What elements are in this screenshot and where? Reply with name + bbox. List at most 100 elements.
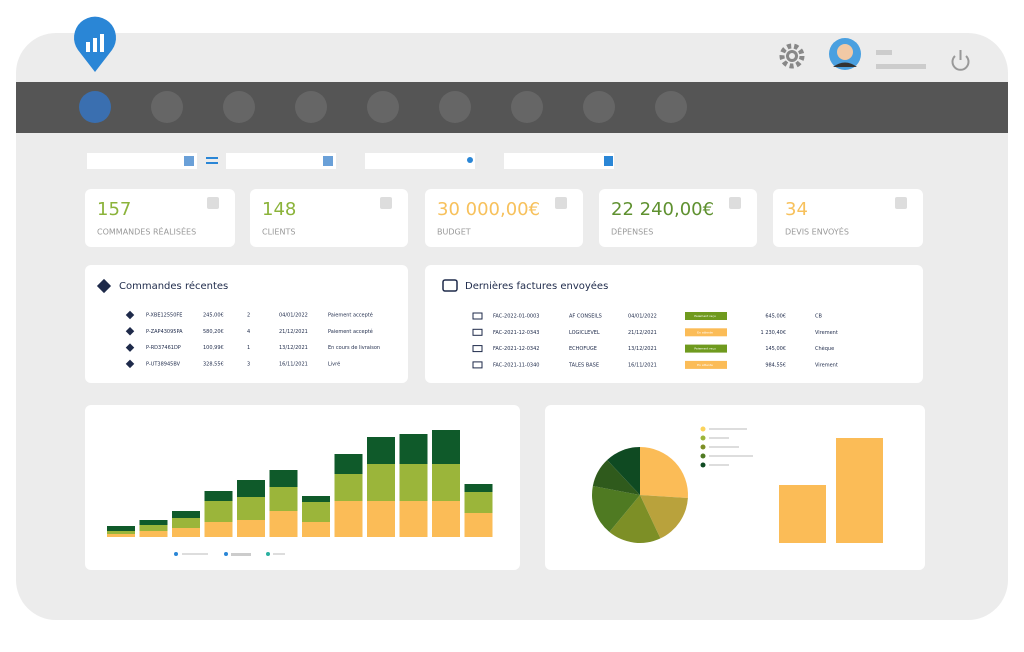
- pie-slice: [609, 495, 661, 543]
- cell: TALES BASE: [568, 362, 599, 368]
- bar-segment: [139, 531, 168, 537]
- side-bar: [836, 438, 883, 543]
- bar-segment: [367, 501, 395, 537]
- cell: 21/12/2021: [279, 329, 308, 335]
- card-icon: [442, 279, 458, 292]
- user-line: [876, 50, 892, 55]
- kpi-value: 30 000,00€: [437, 199, 540, 220]
- cell: 04/01/2022: [279, 313, 308, 319]
- nav-item[interactable]: [79, 91, 111, 123]
- pie-slice: [640, 495, 688, 539]
- cell: 245,00€: [203, 313, 224, 319]
- cell: Livré: [328, 360, 340, 367]
- cell: 13/12/2021: [279, 345, 308, 351]
- cell: P-UT38945BV: [146, 361, 181, 367]
- cell: 4: [247, 329, 250, 335]
- kpi-card: [85, 189, 235, 247]
- status-badge: [685, 312, 727, 320]
- row-icon: [472, 312, 483, 320]
- cell: FAC-2022-01-0003: [493, 314, 539, 320]
- status-badge: [685, 328, 727, 337]
- row-icon: [125, 343, 135, 352]
- bar-segment: [464, 492, 493, 513]
- kpi-card: [773, 189, 923, 247]
- kpi-label: DÉPENSES: [611, 226, 653, 237]
- bar-segment: [399, 434, 428, 464]
- orders-title: Commandes récentes: [119, 280, 228, 292]
- bar-segment: [432, 464, 460, 501]
- nav-item[interactable]: [295, 91, 327, 123]
- cell: 04/01/2022: [628, 314, 657, 320]
- status-label: Paiement reçu: [694, 347, 716, 351]
- row-icon: [472, 361, 483, 369]
- user-line: [876, 64, 926, 69]
- kpi-value: 22 240,00€: [611, 199, 714, 220]
- nav-item[interactable]: [223, 91, 255, 123]
- cell: P-XBE12550FE: [146, 313, 182, 319]
- kpi-icon: [729, 197, 741, 209]
- cell: Paiement accepté: [328, 328, 373, 335]
- kpi-icon: [555, 197, 567, 209]
- bar-segment: [334, 474, 363, 501]
- power-icon[interactable]: [951, 50, 970, 71]
- bar-segment: [237, 497, 265, 520]
- cell: CB: [815, 314, 822, 320]
- cell: FAC-2021-12-0343: [493, 330, 539, 336]
- bar-segment: [432, 430, 460, 464]
- bar-segment: [464, 513, 493, 537]
- nav-item[interactable]: [655, 91, 687, 123]
- row-icon: [125, 359, 135, 369]
- nav-item[interactable]: [367, 91, 399, 123]
- cell: 16/11/2021: [628, 362, 657, 368]
- cell: Virement: [815, 330, 838, 336]
- nav-item[interactable]: [439, 91, 471, 123]
- status-label: En attente: [697, 363, 713, 367]
- status-label: En attente: [697, 330, 713, 334]
- pie-slice: [591, 486, 640, 532]
- nav-item[interactable]: [511, 91, 543, 123]
- bar-segment: [302, 522, 330, 537]
- bar-segment: [107, 534, 135, 537]
- kpi-label: DEVIS ENVOYÉS: [785, 226, 849, 237]
- bar-segment: [432, 501, 460, 537]
- bar-segment: [399, 501, 428, 537]
- bar-segment: [269, 511, 298, 537]
- cell: P-ZAP43095PA: [146, 329, 183, 335]
- row-icon: [125, 327, 135, 336]
- invoices-panel: [425, 265, 923, 383]
- cell: 145,00€: [765, 346, 786, 352]
- pie-slice: [607, 447, 640, 495]
- kpi-card: [250, 189, 408, 247]
- bar-legend: [174, 552, 285, 556]
- avatar[interactable]: [829, 38, 861, 70]
- cell: 2: [247, 313, 250, 319]
- settings-icon[interactable]: [779, 43, 805, 69]
- side-bar: [779, 485, 826, 543]
- cell: ECHOFUGE: [569, 346, 597, 352]
- nav-item[interactable]: [151, 91, 183, 123]
- cell: 1 230,40€: [761, 330, 786, 336]
- cell: 580,20€: [203, 329, 224, 335]
- nav-item[interactable]: [583, 91, 615, 123]
- row-icon: [125, 310, 135, 320]
- kpi-label: COMMANDES RÉALISÉES: [97, 226, 196, 237]
- kpi-icon: [207, 197, 219, 209]
- bar-segment: [237, 520, 265, 537]
- cell: 21/12/2021: [628, 330, 657, 336]
- cell: 1: [247, 345, 250, 351]
- bar-segment: [302, 496, 330, 502]
- status-badge: [685, 344, 727, 353]
- row-icon: [472, 345, 483, 353]
- kpi-value: 157: [97, 199, 131, 220]
- cell: FAC-2021-12-0342: [493, 346, 539, 352]
- tag-icon: [96, 278, 112, 294]
- cell: Paiement accepté: [328, 312, 373, 319]
- filters: [87, 153, 614, 169]
- kpi-card: [425, 189, 583, 247]
- pie-slice: [592, 460, 640, 495]
- bar-segment: [172, 518, 200, 528]
- invoices-title: Dernières factures envoyées: [465, 280, 608, 292]
- bar-segment: [204, 491, 233, 501]
- bar-segment: [139, 525, 168, 531]
- bar-segment: [204, 501, 233, 522]
